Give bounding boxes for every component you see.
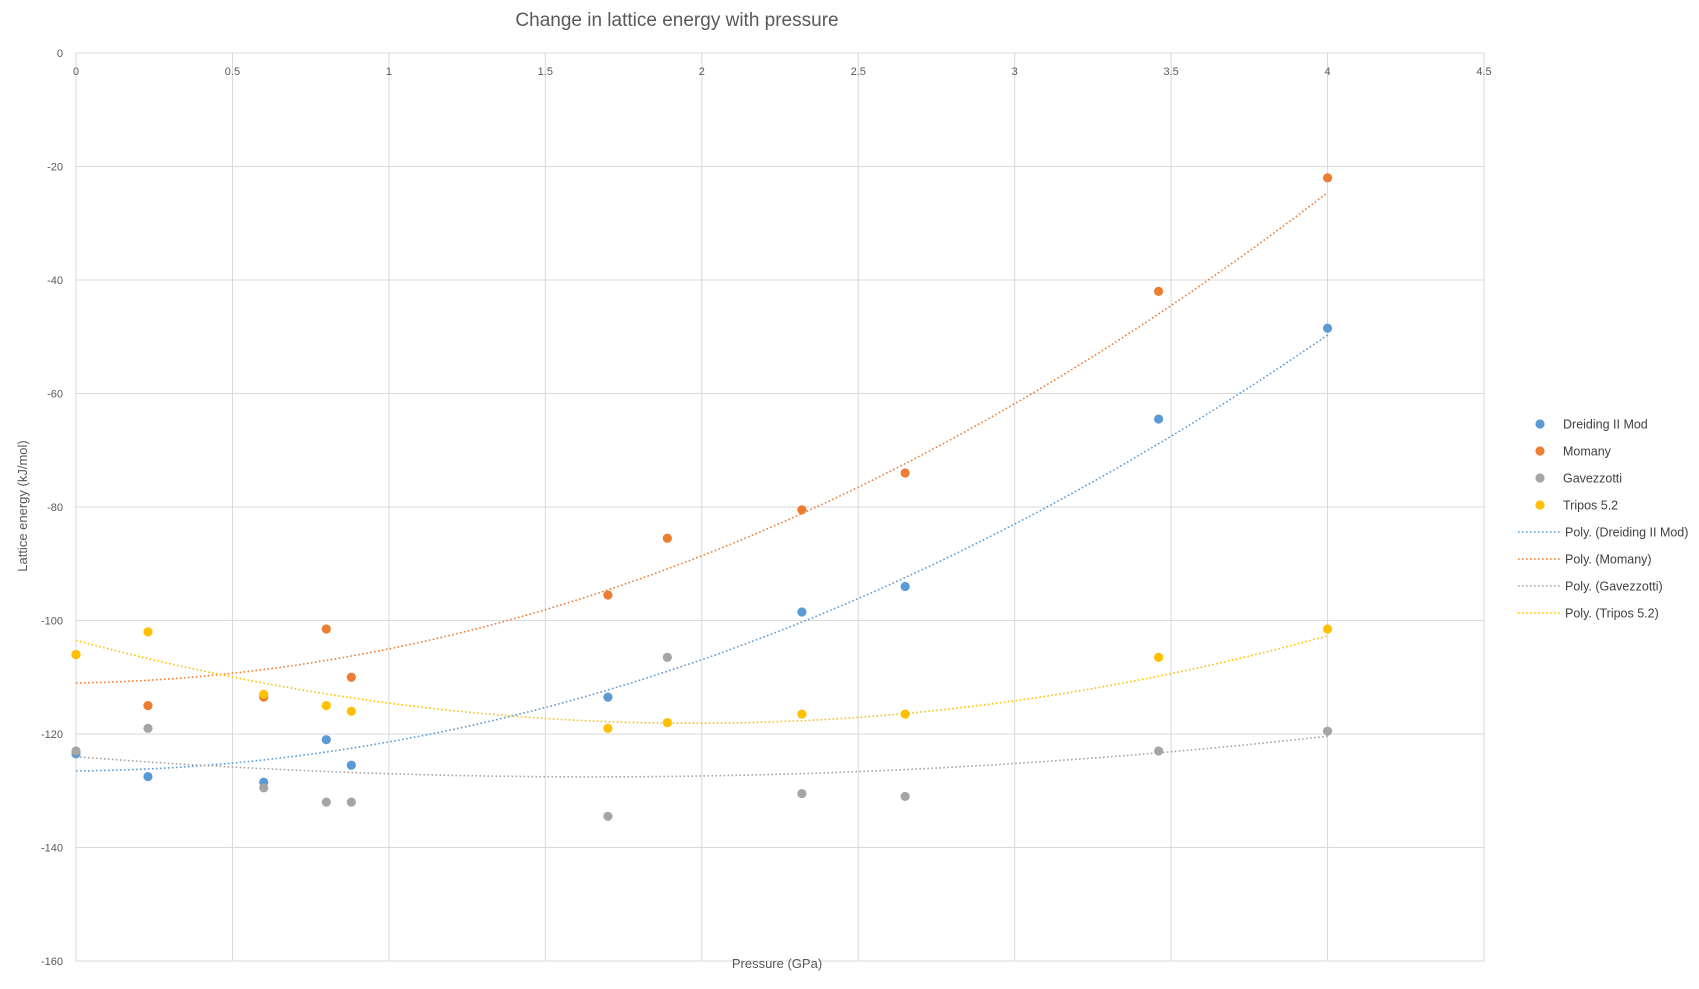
y-tick-label: 0 [57,48,63,60]
data-point [662,718,672,728]
data-point [1322,173,1333,183]
data-point [143,627,153,637]
data-point [71,746,81,756]
data-point [321,797,331,807]
legend-label: Poly. (Tripos 5.2) [1565,607,1659,621]
legend-label: Momany [1563,445,1612,459]
data-points [71,173,1333,821]
x-tick-label: 3 [1012,66,1018,78]
data-point [346,672,356,682]
legend-label: Tripos 5.2 [1563,499,1618,513]
x-tick-labels: 0 0.5 1 1.5 2 2.5 3 3.5 4 4.5 [73,66,1492,78]
data-point [1153,414,1164,424]
y-tick-label: -140 [41,843,63,855]
data-point [346,760,356,770]
y-tick-labels: 0 -20 -40 -60 -80 -100 -120 -140 -160 [41,48,63,968]
chart-title: Change in lattice energy with pressure [515,10,838,31]
legend-label: Poly. (Gavezzotti) [1565,580,1663,594]
data-point [1153,652,1164,662]
data-point [603,692,613,702]
y-axis-label: Lattice energy (kJ/mol) [15,440,30,572]
data-point [321,624,331,634]
x-axis-label: Pressure (GPa) [732,956,822,971]
data-point [143,723,153,733]
data-point [1153,286,1164,296]
y-tick-label: -60 [47,389,63,401]
x-tick-label: 1 [386,66,392,78]
x-tick-label: 1.5 [538,66,553,78]
data-point [900,791,910,802]
data-point [797,505,807,515]
legend-marker [1535,419,1545,429]
legend: Dreiding II Mod Momany Gavezzotti Tripos 5.… [1518,418,1688,621]
trendline-0 [75,334,1329,772]
legend-label: Gavezzotti [1563,472,1622,486]
data-point [321,735,331,745]
data-point [346,706,356,716]
x-tick-label: 2 [699,66,705,78]
y-tick-label: -160 [41,956,63,968]
y-tick-label: -80 [47,502,63,514]
data-point [662,533,672,543]
legend-marker [1535,446,1545,456]
data-point [321,701,331,711]
data-point [603,811,613,821]
y-tick-label: -20 [47,162,63,174]
trendline-2 [75,735,1328,778]
data-point [1322,726,1333,736]
data-point [900,709,910,719]
data-point [1322,323,1333,333]
data-point [1322,624,1333,634]
data-point [346,797,356,807]
data-point [1153,746,1164,756]
data-point [259,783,269,793]
data-point [603,590,613,600]
data-point [143,701,153,711]
y-tick-label: -40 [47,275,63,287]
legend-marker [1535,500,1545,510]
x-tick-label: 0.5 [225,66,240,78]
x-tick-label: 0 [73,66,79,78]
data-point [71,649,81,660]
data-point [900,581,910,592]
data-point [900,468,910,478]
y-tick-label: -120 [41,729,63,741]
x-tick-label: 4.5 [1476,66,1491,78]
data-point [603,723,613,733]
data-point [143,771,153,782]
trendline-3 [75,635,1328,724]
y-tick-label: -100 [41,616,63,628]
trendline-1 [75,191,1329,684]
x-tick-label: 3.5 [1163,66,1178,78]
x-tick-label: 2.5 [851,66,866,78]
legend-label: Poly. (Momany) [1565,553,1652,567]
data-point [662,652,672,662]
gridlines [75,52,1485,962]
data-point [259,689,269,699]
legend-label: Poly. (Dreiding II Mod) [1565,526,1688,540]
trendlines [75,191,1329,778]
data-point [797,607,807,617]
legend-label: Dreiding II Mod [1563,418,1648,432]
data-point [797,709,807,719]
data-point [797,788,807,799]
x-tick-label: 4 [1324,66,1330,78]
legend-marker [1535,473,1545,483]
